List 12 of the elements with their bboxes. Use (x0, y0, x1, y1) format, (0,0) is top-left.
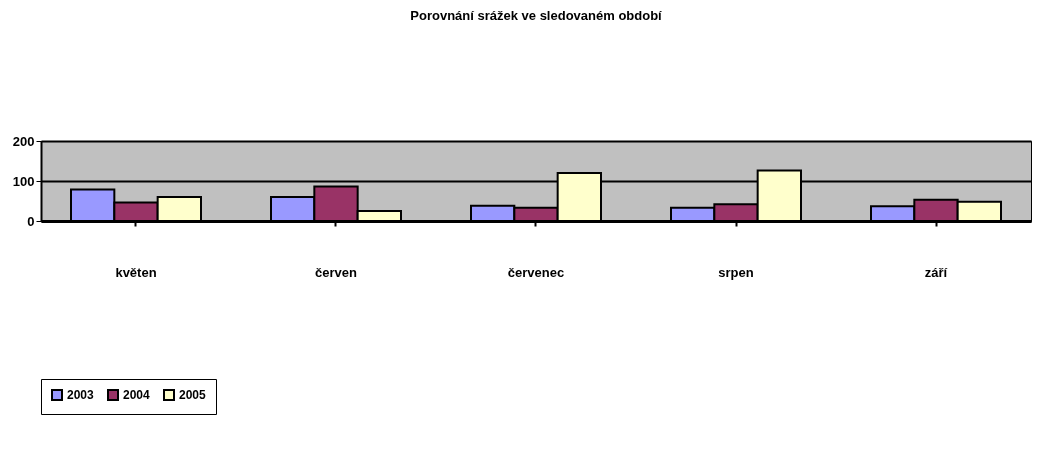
y-tick-label: 100 (12, 173, 35, 189)
y-tick-label: 200 (12, 133, 35, 149)
x-tick-label: květen (115, 264, 157, 280)
x-tick-label: červenec (507, 264, 565, 280)
y-tick-label: 0 (27, 213, 35, 229)
legend-label: 2005 (179, 388, 207, 402)
legend-label: 2004 (123, 388, 151, 402)
chart-title: Porovnání srážek ve sledovaném období (410, 8, 663, 23)
x-tick-label: září (924, 264, 948, 280)
x-tick-label: srpen (718, 264, 754, 280)
x-tick-label: červen (315, 264, 358, 280)
legend-label: 2003 (67, 388, 95, 402)
